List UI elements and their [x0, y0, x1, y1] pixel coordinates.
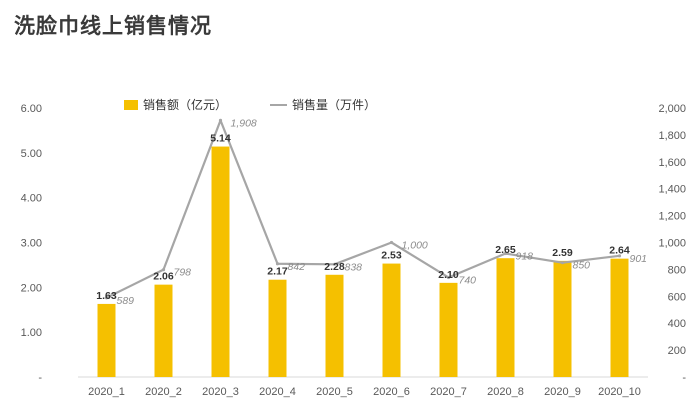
- bar-value-label: 2.10: [438, 269, 459, 281]
- bar: [553, 260, 572, 377]
- legend: 销售额（亿元） 销售量（万件）: [124, 97, 376, 112]
- y-right-tick-label: 1,600: [658, 157, 686, 169]
- line-point: [275, 262, 280, 266]
- bar-value-label: 2.28: [324, 261, 345, 273]
- y-right-tick-label: 2,000: [658, 103, 686, 115]
- bar-value-label: 1.63: [96, 290, 117, 302]
- y-left-tick-label: 1.00: [21, 327, 42, 339]
- line-value-label: 1,000: [402, 240, 428, 252]
- line-value-label: 918: [516, 251, 534, 263]
- line-value-label: 740: [459, 274, 477, 286]
- line-series: [104, 118, 622, 300]
- bar: [268, 279, 287, 377]
- x-tick-label: 2020_5: [316, 386, 353, 398]
- y-right-tick-label: 200: [668, 345, 686, 357]
- line-value-label: 842: [288, 261, 306, 273]
- bar-value-label: 2.17: [267, 266, 288, 278]
- line-point: [446, 275, 451, 280]
- line-point: [560, 261, 565, 265]
- y-right-tick-label: -: [682, 372, 686, 384]
- y-right-tick-label: 1,400: [658, 184, 686, 196]
- x-tick-label: 2020_4: [259, 386, 296, 398]
- bar: [154, 284, 173, 377]
- y-left-tick-label: 5.00: [21, 148, 42, 160]
- bar: [211, 146, 230, 377]
- line-value-label: 798: [174, 267, 192, 279]
- line-point: [161, 268, 166, 272]
- line-point: [332, 262, 337, 266]
- legend-bar-label: 销售额（亿元）: [143, 97, 227, 112]
- data-labels: 1.63 2.06 5.14 2.17 2.28 2.53 2.10 2.65 2.59 2.64…: [96, 117, 647, 306]
- bar: [325, 274, 344, 377]
- bar: [439, 282, 458, 377]
- line-value-label: 838: [345, 261, 363, 273]
- line-point: [389, 240, 394, 245]
- x-tick-label: 2020_7: [430, 386, 467, 398]
- x-tick-label: 2020_10: [598, 386, 641, 398]
- x-tick-label: 2020_1: [88, 386, 125, 398]
- bar-value-label: 5.14: [210, 133, 231, 145]
- y-left-tick-label: 2.00: [21, 282, 42, 294]
- line-value-label: 850: [573, 260, 591, 272]
- bar: [610, 258, 629, 377]
- bar-value-label: 2.59: [552, 247, 573, 259]
- line-value-label: 1,908: [231, 117, 257, 129]
- chart-title: 洗脸巾线上销售情况: [14, 14, 212, 38]
- y-left-tick-label: -: [38, 372, 42, 384]
- axes: - 1.00 2.00 3.00 4.00 5.00 6.00 - 200 400 600 800 1,…: [21, 103, 687, 398]
- legend-line-label: 销售量（万件）: [292, 97, 376, 112]
- y-right-tick-label: 400: [668, 318, 686, 330]
- x-tick-label: 2020_9: [544, 386, 581, 398]
- bar: [496, 258, 515, 377]
- bar-value-label: 2.53: [381, 250, 402, 262]
- line-point: [218, 118, 223, 122]
- bar-value-label: 2.64: [609, 245, 630, 257]
- y-right-tick-label: 1,800: [658, 130, 686, 142]
- y-right-tick-label: 1,200: [658, 211, 686, 223]
- y-right-tick-label: 600: [668, 291, 686, 303]
- line-point: [503, 251, 508, 256]
- x-tick-label: 2020_2: [145, 386, 182, 398]
- bar-value-label: 2.06: [153, 271, 174, 283]
- legend-bar-swatch: [124, 100, 138, 110]
- y-right-tick-label: 1,000: [658, 238, 686, 250]
- sales-volume-line: [106, 119, 620, 299]
- line-value-label: 901: [630, 253, 648, 265]
- y-right-tick-label: 800: [668, 264, 686, 276]
- line-point: [104, 296, 109, 300]
- y-left-tick-label: 3.00: [21, 238, 42, 250]
- line-point: [617, 254, 622, 258]
- bar: [97, 303, 116, 377]
- bars-series: [97, 146, 629, 377]
- bar-value-label: 2.65: [495, 244, 516, 256]
- line-value-label: 589: [117, 295, 135, 307]
- x-tick-label: 2020_3: [202, 386, 239, 398]
- y-left-tick-label: 6.00: [21, 103, 42, 115]
- bar: [382, 263, 401, 377]
- x-tick-label: 2020_6: [373, 386, 410, 398]
- x-tick-label: 2020_8: [487, 386, 524, 398]
- y-left-tick-label: 4.00: [21, 193, 42, 205]
